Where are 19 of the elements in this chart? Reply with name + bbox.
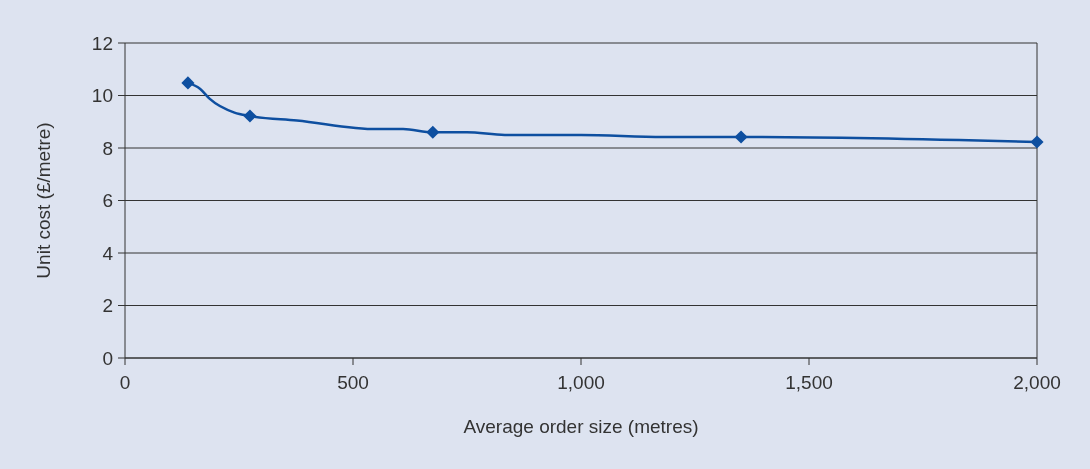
x-tick-label: 1,500 — [785, 372, 833, 393]
point — [426, 125, 440, 139]
y-axis-title: Unit cost (£/metre) — [33, 122, 54, 279]
point — [181, 76, 195, 90]
x-tick-label: 2,000 — [1013, 372, 1061, 393]
point — [734, 130, 748, 144]
y-tick-label: 2 — [102, 295, 113, 317]
y-tick-label: 10 — [91, 85, 113, 107]
point — [243, 109, 257, 123]
point — [1030, 135, 1044, 149]
x-tick-label: 1,000 — [557, 372, 605, 393]
y-tick-label: 8 — [102, 137, 113, 159]
y-tick-label: 6 — [102, 190, 113, 212]
x-tick-label: 0 — [119, 372, 131, 393]
x-tick-label: 500 — [337, 372, 369, 393]
y-tick-label: 12 — [91, 32, 113, 54]
y-tick-label: 0 — [102, 347, 113, 369]
y-tick-label: 4 — [102, 242, 114, 264]
x-axis-title: Average order size (metres) — [463, 416, 699, 437]
